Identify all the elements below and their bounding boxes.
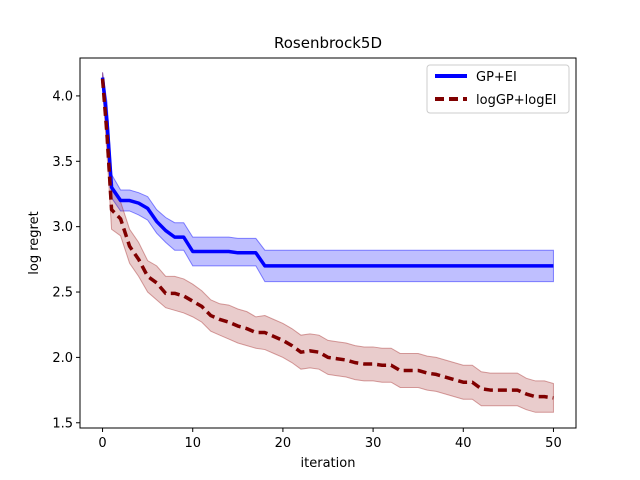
y-tick-label: 2.0 [52,351,73,366]
y-tick-label: 3.5 [52,155,73,170]
series-lines [100,77,554,400]
plot-frame [79,57,577,429]
y-tick-label: 4.0 [52,89,73,104]
x-tick-label: 0 [98,436,106,451]
x-axis-ticks: 0 10 20 30 40 50 [98,428,562,451]
band-gp-ei [102,72,554,283]
legend: GP+EI logGP+logEI [426,64,570,114]
line-loggp-logei [100,78,554,400]
line-gp-ei [100,77,554,268]
chart-title: Rosenbrock5D [274,34,382,52]
y-tick-label: 1.5 [52,416,73,431]
x-tick-label: 50 [545,436,562,451]
band-loggp-logei [102,72,554,413]
x-tick-label: 40 [455,436,472,451]
x-tick-label: 30 [365,436,382,451]
confidence-bands [102,72,554,413]
y-axis-label: log regret [27,211,42,274]
legend-label-loggp-logei: logGP+logEI [476,93,557,108]
y-tick-label: 3.0 [52,220,73,235]
x-tick-label: 20 [275,436,292,451]
y-tick-label: 2.5 [52,286,73,301]
x-axis-label: iteration [301,456,356,471]
legend-label-gp-ei: GP+EI [476,70,517,85]
x-tick-label: 10 [184,436,201,451]
y-axis-ticks: 1.5 2.0 2.5 3.0 3.5 4.0 [52,89,80,431]
